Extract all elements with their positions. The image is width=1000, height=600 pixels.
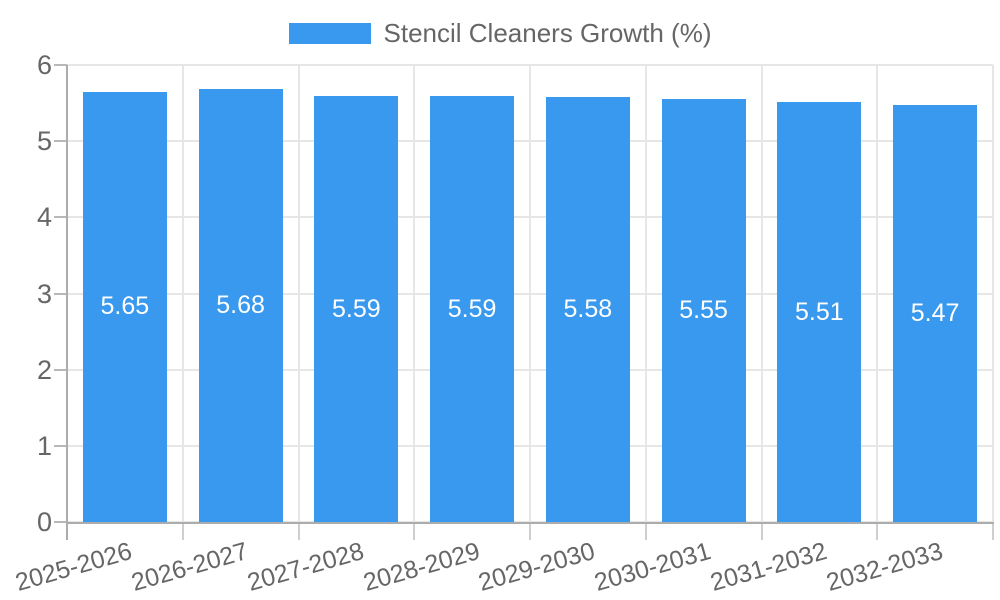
y-axis-tick-label: 4: [36, 202, 52, 233]
bar-value-label: 5.65: [100, 292, 150, 321]
x-axis-tick-label: 2029-2030: [475, 537, 599, 597]
x-axis-tick-label: 2026-2027: [128, 537, 252, 597]
x-axis-tick-mark: [876, 522, 879, 540]
legend-swatch-icon: [288, 23, 371, 44]
x-axis-tick-mark: [297, 522, 300, 540]
bar-value-label: 5.58: [563, 294, 613, 323]
y-axis-tick-mark: [54, 64, 67, 66]
bar-value-label: 5.51: [795, 297, 844, 326]
y-axis-tick-mark: [54, 444, 67, 447]
x-axis-line: [66, 522, 994, 524]
bar: 5.59: [314, 96, 399, 522]
legend-label: Stencil Cleaners Growth (%): [383, 18, 712, 48]
x-axis-tick-mark: [992, 522, 994, 540]
x-axis-tick-mark: [181, 522, 184, 540]
bar: 5.47: [893, 105, 978, 522]
x-axis-tick-mark: [529, 522, 531, 540]
y-axis-tick-label: 6: [36, 50, 52, 80]
bar: 5.68: [198, 89, 283, 522]
y-axis-tick-mark: [54, 368, 67, 371]
y-axis-tick-label: 1: [36, 430, 52, 461]
bar-value-label: 5.47: [910, 299, 960, 328]
gridline-vertical: [644, 65, 647, 522]
x-axis-tick-mark: [760, 522, 763, 540]
chart-legend[interactable]: Stencil Cleaners Growth (%): [0, 18, 1000, 49]
gridline-vertical: [181, 65, 184, 522]
bar: 5.51: [777, 102, 862, 522]
y-axis-tick-mark: [54, 216, 67, 219]
y-axis-tick-label: 5: [36, 126, 52, 157]
bar: 5.58: [545, 96, 630, 522]
gridline-vertical: [529, 65, 531, 522]
x-axis-tick-mark: [644, 522, 647, 540]
y-axis-tick-label: 0: [36, 507, 52, 537]
bar-value-label: 5.59: [332, 294, 381, 323]
y-axis-tick-mark: [54, 292, 67, 295]
x-axis-tick-label: 2031-2032: [707, 537, 830, 597]
bar-value-label: 5.68: [216, 291, 265, 320]
bar: 5.55: [661, 99, 746, 522]
x-axis-tick-label: 2030-2031: [591, 537, 715, 597]
y-axis-tick-label: 2: [36, 354, 52, 385]
x-axis-tick-label: 2027-2028: [244, 537, 367, 597]
gridline-vertical: [297, 65, 300, 522]
y-axis-tick-mark: [54, 140, 67, 143]
y-axis-line: [66, 65, 68, 540]
bar: 5.65: [82, 91, 167, 522]
bar-value-label: 5.59: [447, 294, 497, 323]
bar: 5.59: [430, 96, 515, 522]
y-axis-tick-mark: [54, 521, 67, 523]
x-axis-tick-mark: [413, 522, 416, 540]
y-axis-tick-label: 3: [36, 278, 52, 309]
gridline-vertical: [876, 65, 879, 522]
gridline-vertical: [760, 65, 763, 522]
bar-value-label: 5.55: [679, 296, 728, 325]
x-axis-tick-label: 2032-2033: [822, 537, 946, 597]
gridline-vertical: [413, 65, 416, 522]
gridline-vertical: [992, 65, 994, 522]
x-axis-tick-label: 2028-2029: [359, 537, 483, 597]
x-axis-tick-label: 2025-2026: [12, 537, 136, 597]
